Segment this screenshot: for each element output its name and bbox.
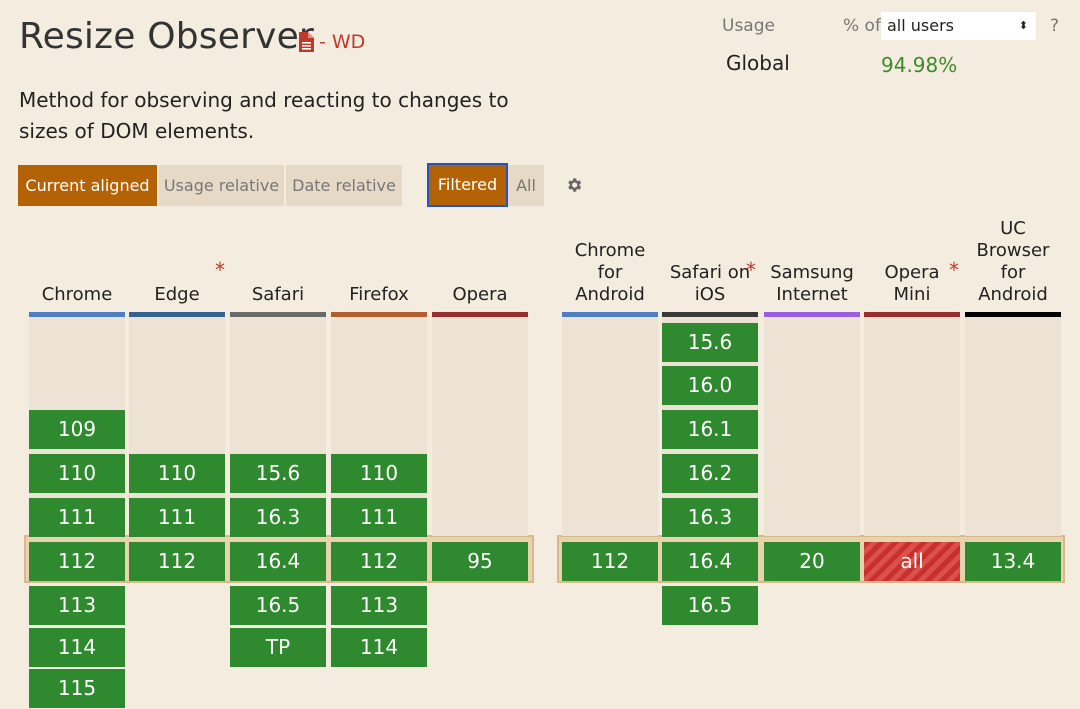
version-cell-safari[interactable]: 16.5 — [230, 586, 326, 625]
note-asterisk-icon[interactable]: * — [215, 258, 225, 282]
version-cell-chrome[interactable]: 109 — [29, 410, 125, 449]
version-cell-opera[interactable]: 95 — [432, 542, 528, 581]
tab-date-relative[interactable]: Date relative — [286, 165, 402, 206]
browser-name: Safari on iOS — [669, 262, 751, 305]
version-cell-uc-browser-for-android[interactable]: 13.4 — [965, 542, 1061, 581]
feature-description: Method for observing and reacting to cha… — [19, 88, 509, 143]
browser-header-samsung-internet[interactable]: Samsung Internet — [764, 222, 860, 310]
version-cell-opera-mini[interactable]: all — [864, 542, 960, 581]
browser-color-bar-edge — [129, 312, 225, 317]
tab-filtered[interactable]: Filtered — [427, 163, 508, 207]
version-cell-safari-on-ios[interactable]: 16.5 — [662, 586, 758, 625]
browser-name: Edge — [154, 284, 200, 305]
browser-name: Safari — [251, 284, 305, 305]
browser-header-chrome[interactable]: Chrome — [29, 222, 125, 310]
version-cell-chrome[interactable]: 111 — [29, 498, 125, 537]
global-label: Global — [726, 51, 790, 75]
browser-color-bar-safari-on-ios — [662, 312, 758, 317]
browser-name: UC Browser for Android — [976, 218, 1050, 305]
browser-column-samsung-internet — [764, 317, 860, 536]
browser-name: Firefox — [349, 284, 409, 305]
tab-usage-relative[interactable]: Usage relative — [159, 165, 284, 206]
version-cell-safari[interactable]: 15.6 — [230, 454, 326, 493]
version-cell-firefox[interactable]: 110 — [331, 454, 427, 493]
version-cell-firefox[interactable]: 114 — [331, 628, 427, 667]
browser-color-bar-opera-mini — [864, 312, 960, 317]
version-cell-edge[interactable]: 110 — [129, 454, 225, 493]
version-cell-safari-on-ios[interactable]: 16.2 — [662, 454, 758, 493]
browser-column-opera-mini — [864, 317, 960, 536]
version-cell-safari-on-ios[interactable]: 15.6 — [662, 323, 758, 362]
browser-header-safari-on-ios[interactable]: Safari on iOS — [662, 222, 758, 310]
browser-name: Chrome for Android — [574, 240, 646, 305]
help-icon[interactable]: ? — [1050, 16, 1060, 36]
tab-all[interactable]: All — [508, 165, 544, 206]
spec-status[interactable]: - WD — [298, 30, 365, 54]
version-cell-firefox[interactable]: 111 — [331, 498, 427, 537]
browser-name: Opera Mini — [884, 262, 940, 305]
note-asterisk-icon[interactable]: * — [949, 258, 959, 282]
browser-header-edge[interactable]: Edge — [129, 222, 225, 310]
version-cell-chrome[interactable]: 113 — [29, 586, 125, 625]
browser-name: Opera — [452, 284, 508, 305]
browser-color-bar-samsung-internet — [764, 312, 860, 317]
usage-scope-value: all users — [887, 16, 955, 35]
browser-header-firefox[interactable]: Firefox — [331, 222, 427, 310]
browser-name: Samsung Internet — [770, 262, 854, 305]
browser-color-bar-chrome — [29, 312, 125, 317]
browser-column-chrome-for-android — [562, 317, 658, 536]
browser-header-uc-browser-for-android[interactable]: UC Browser for Android — [965, 218, 1061, 310]
usage-label: Usage — [722, 16, 775, 36]
version-cell-safari[interactable]: 16.4 — [230, 542, 326, 581]
browser-header-safari[interactable]: Safari — [230, 222, 326, 310]
browser-color-bar-safari — [230, 312, 326, 317]
version-cell-samsung-internet[interactable]: 20 — [764, 542, 860, 581]
browser-color-bar-opera — [432, 312, 528, 317]
browser-color-bar-chrome-for-android — [562, 312, 658, 317]
version-cell-safari-on-ios[interactable]: 16.1 — [662, 410, 758, 449]
version-cell-safari[interactable]: TP — [230, 628, 326, 667]
percent-of-label: % of — [843, 16, 881, 36]
usage-scope-select[interactable]: all users ⬍ — [881, 12, 1036, 40]
version-cell-firefox[interactable]: 113 — [331, 586, 427, 625]
browser-header-opera[interactable]: Opera — [432, 222, 528, 310]
version-cell-safari-on-ios[interactable]: 16.0 — [662, 366, 758, 405]
browser-column-uc-browser-for-android — [965, 317, 1061, 536]
gear-icon[interactable] — [565, 176, 583, 194]
version-cell-edge[interactable]: 111 — [129, 498, 225, 537]
version-cell-chrome[interactable]: 115 — [29, 669, 125, 708]
page-title: Resize Observer — [19, 16, 314, 57]
browser-header-opera-mini[interactable]: Opera Mini — [864, 222, 960, 310]
global-usage-value: 94.98% — [881, 53, 958, 77]
status-label: - WD — [319, 31, 366, 53]
document-icon — [299, 32, 314, 52]
version-cell-safari-on-ios[interactable]: 16.4 — [662, 542, 758, 581]
version-cell-firefox[interactable]: 112 — [331, 542, 427, 581]
browser-header-chrome-for-android[interactable]: Chrome for Android — [562, 222, 658, 310]
version-cell-chrome[interactable]: 114 — [29, 628, 125, 667]
browser-color-bar-firefox — [331, 312, 427, 317]
browser-name: Chrome — [41, 284, 113, 305]
version-cell-safari-on-ios[interactable]: 16.3 — [662, 498, 758, 537]
version-cell-chrome[interactable]: 110 — [29, 454, 125, 493]
browser-column-opera — [432, 317, 528, 536]
tab-current-aligned[interactable]: Current aligned — [18, 165, 157, 206]
version-cell-edge[interactable]: 112 — [129, 542, 225, 581]
note-asterisk-icon[interactable]: * — [746, 258, 756, 282]
browser-color-bar-uc-browser-for-android — [965, 312, 1061, 317]
select-arrows-icon: ⬍ — [1018, 19, 1028, 32]
version-cell-chrome[interactable]: 112 — [29, 542, 125, 581]
version-cell-safari[interactable]: 16.3 — [230, 498, 326, 537]
version-cell-chrome-for-android[interactable]: 112 — [562, 542, 658, 581]
